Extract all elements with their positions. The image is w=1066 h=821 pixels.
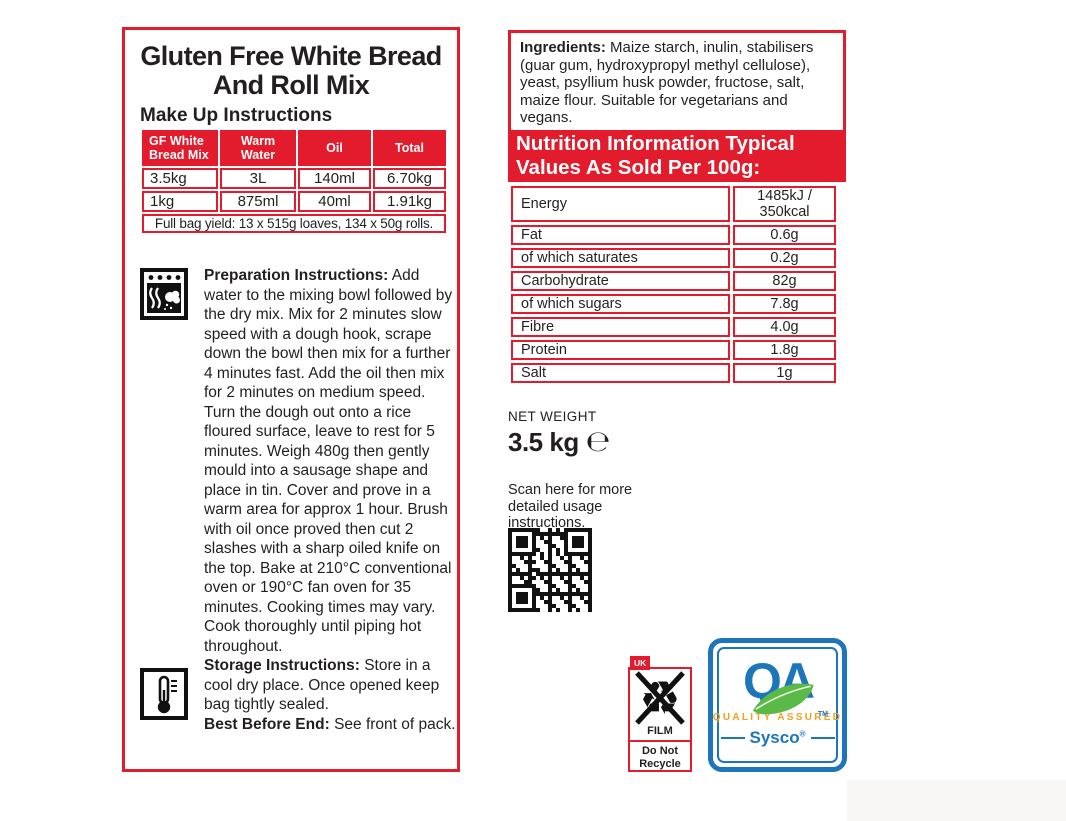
net-weight-value: 3.5 kg [508,427,579,457]
uk-tag: UK [630,656,651,670]
product-title: Gluten Free White Bread And Roll Mix [125,42,457,100]
makeup-cell: 6.70kg [373,168,446,189]
makeup-instructions-heading: Make Up Instructions [140,105,333,126]
table-row: Energy 1485kJ / 350kcal [511,186,836,222]
makeup-cell: 875ml [220,191,296,212]
net-weight: NET WEIGHT 3.5 kg ℮ [508,409,611,458]
leaf-icon [753,683,814,715]
recycle-crossed-icon: ♻ [632,669,688,727]
table-row: of which sugars 7.8g [511,294,836,314]
makeup-cell: 3.5kg [142,168,218,189]
nutrient-value: 4.0g [733,317,836,337]
makeup-cell: 1kg [142,191,218,212]
ingredients-box: Ingredients: Maize starch, inulin, stabi… [508,30,846,136]
tm-mark: TM [817,711,828,718]
nutrient-value: 82g [733,271,836,291]
preparation-heading: Preparation Instructions: [204,267,389,284]
storage-body: Store in a cool dry place. Once opened k… [204,657,440,713]
do-not-recycle-logo: ♻ FILM Do Not Recycle [628,667,692,772]
makeup-header-water: Warm Water [220,130,296,166]
cross-out-icon [635,671,685,725]
table-row: 3.5kg 3L 140ml 6.70kg [142,168,446,189]
qr-code [508,528,592,612]
nutrient-value: 1.8g [733,340,836,360]
estimated-symbol: ℮ [585,424,611,458]
storage-heading: Storage Instructions: [204,657,360,674]
table-row: of which saturates 0.2g [511,248,836,268]
table-row: Protein 1.8g [511,340,836,360]
nutrition-heading: Nutrition Information Typical Values As … [508,130,846,182]
table-row: Fat 0.6g [511,225,836,245]
scan-artifact [847,780,1066,821]
nutrient-label: Fibre [511,317,730,337]
nutrient-label: Salt [511,363,730,383]
nutrient-label: of which sugars [511,294,730,314]
best-before-body: See front of pack. [334,715,456,733]
makeup-cell: 3L [220,168,296,189]
table-row: Full bag yield: 13 x 515g loaves, 134 x … [142,214,446,233]
rule-right [810,737,835,739]
nutrient-value: 1485kJ / 350kcal [733,186,836,222]
table-row: Salt 1g [511,363,836,383]
nutrient-label: Carbohydrate [511,271,730,291]
film-label: FILM [647,725,673,737]
do-not-recycle-text: Do Not Recycle [639,745,681,770]
makeup-cell: 140ml [298,168,371,189]
thermometer-icon [140,668,188,720]
full-bag-yield: Full bag yield: 13 x 515g loaves, 134 x … [142,214,446,233]
best-before-heading: Best Before End: [204,715,330,733]
divider [630,740,690,742]
nutrient-label: Protein [511,340,730,360]
table-row: Fibre 4.0g [511,317,836,337]
nutrient-value: 1g [733,363,836,383]
makeup-table: GF White Bread Mix Warm Water Oil Total … [140,128,448,235]
qr-caption: Scan here for more detailed usage instru… [508,482,633,531]
rule-left [720,737,745,739]
nutrient-value: 0.6g [733,225,836,245]
makeup-header-oil: Oil [298,130,371,166]
nutrition-table: Energy 1485kJ / 350kcal Fat 0.6g of whic… [508,183,839,386]
nutrient-label: Energy [511,186,730,222]
instructions-text: Preparation Instructions: Add water to t… [204,266,460,734]
ingredients-body: Maize starch, inulin, stabilisers (guar … [520,39,814,126]
oven-icon [140,268,188,320]
ingredients-heading: Ingredients: [520,39,606,56]
makeup-table-header-row: GF White Bread Mix Warm Water Oil Total [142,130,446,166]
makeup-cell: 1.91kg [373,191,446,212]
makeup-header-mix: GF White Bread Mix [142,130,218,166]
table-row: Carbohydrate 82g [511,271,836,291]
product-title-line2: And Roll Mix [212,70,370,100]
qa-tagline: QUALITY ASSURED [712,712,843,723]
table-row: 1kg 875ml 40ml 1.91kg [142,191,446,212]
sysco-wordmark: Sysco® [720,728,835,748]
nutrient-label: Fat [511,225,730,245]
registered-mark: ® [799,729,806,739]
makeup-cell: 40ml [298,191,371,212]
makeup-panel: Gluten Free White Bread And Roll Mix Mak… [122,27,460,772]
product-title-line1: Gluten Free White Bread [140,41,442,71]
nutrient-value: 7.8g [733,294,836,314]
quality-assured-logo: QA TM QUALITY ASSURED Sysco® [708,638,847,772]
makeup-header-total: Total [373,130,446,166]
nutrient-value: 0.2g [733,248,836,268]
net-weight-label: NET WEIGHT [508,409,597,424]
preparation-body: Add water to the mixing bowl followed by… [204,267,453,655]
nutrient-label: of which saturates [511,248,730,268]
